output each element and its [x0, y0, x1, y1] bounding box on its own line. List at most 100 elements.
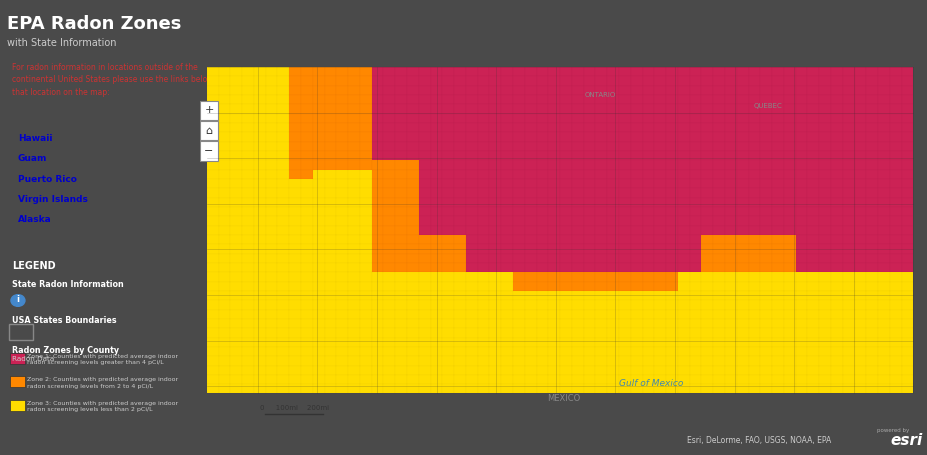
Bar	[489, 123, 501, 132]
Bar	[606, 291, 618, 300]
Bar	[736, 244, 748, 253]
Bar	[501, 207, 513, 216]
Bar	[748, 319, 759, 328]
Bar	[536, 282, 548, 291]
Bar	[806, 197, 819, 207]
Bar	[889, 95, 901, 105]
Bar	[595, 95, 606, 105]
Bar	[453, 309, 465, 319]
Bar	[360, 263, 372, 272]
Bar	[713, 356, 724, 365]
Bar	[289, 226, 300, 235]
Bar	[618, 291, 630, 300]
Bar	[877, 161, 889, 170]
Bar	[525, 95, 536, 105]
Bar	[465, 338, 477, 347]
Bar	[254, 263, 265, 272]
Bar	[289, 272, 300, 282]
Bar	[560, 356, 571, 365]
Bar	[336, 347, 348, 356]
Bar	[866, 76, 877, 86]
Bar	[501, 67, 513, 76]
Bar	[477, 375, 489, 384]
Bar	[230, 291, 242, 300]
Bar	[736, 132, 748, 142]
Bar	[771, 338, 783, 347]
Bar	[277, 132, 289, 142]
Bar	[207, 142, 219, 151]
Bar	[219, 365, 230, 375]
Bar	[312, 282, 324, 291]
Bar	[548, 244, 560, 253]
Bar	[465, 253, 477, 263]
Bar	[289, 347, 300, 356]
Bar	[442, 300, 453, 309]
Bar	[265, 356, 277, 365]
Bar	[724, 170, 736, 179]
Bar	[713, 338, 724, 347]
Bar	[501, 356, 513, 365]
Bar	[383, 76, 395, 86]
Bar	[771, 179, 783, 188]
Bar	[254, 226, 265, 235]
Bar	[901, 328, 912, 338]
Bar	[830, 328, 842, 338]
Bar	[277, 253, 289, 263]
Bar	[606, 300, 618, 309]
Bar	[560, 67, 571, 76]
Bar	[525, 291, 536, 300]
Bar	[794, 123, 806, 132]
Bar	[713, 67, 724, 76]
Bar	[277, 282, 289, 291]
Bar	[548, 338, 560, 347]
Bar	[513, 123, 525, 132]
Bar	[794, 207, 806, 216]
Bar	[866, 319, 877, 328]
Bar	[630, 105, 641, 114]
Bar	[360, 188, 372, 197]
Bar	[736, 272, 748, 282]
Bar	[372, 179, 383, 188]
Bar	[407, 86, 418, 95]
Bar	[806, 272, 819, 282]
Bar	[383, 105, 395, 114]
Bar	[759, 207, 771, 216]
Bar	[560, 207, 571, 216]
Bar	[819, 253, 830, 263]
Bar	[866, 114, 877, 123]
Bar	[654, 123, 666, 132]
Text: Virgin Islands: Virgin Islands	[18, 195, 88, 204]
Bar	[289, 132, 300, 142]
Bar	[430, 76, 442, 86]
Bar	[525, 142, 536, 151]
Bar	[407, 76, 418, 86]
Bar	[724, 76, 736, 86]
Bar	[501, 76, 513, 86]
Bar	[242, 67, 254, 76]
Bar	[830, 365, 842, 375]
Bar	[641, 105, 654, 114]
Bar	[819, 300, 830, 309]
Bar	[407, 319, 418, 328]
Bar	[513, 216, 525, 226]
Bar	[877, 300, 889, 309]
Bar	[300, 253, 312, 263]
Bar	[806, 67, 819, 76]
Bar	[689, 151, 701, 161]
Bar	[842, 67, 854, 76]
Bar	[336, 375, 348, 384]
Bar	[300, 300, 312, 309]
Bar	[265, 347, 277, 356]
Bar	[830, 384, 842, 394]
Bar	[689, 132, 701, 142]
Bar	[513, 170, 525, 179]
Bar	[889, 347, 901, 356]
Bar	[748, 347, 759, 356]
Bar	[571, 114, 583, 123]
Bar	[407, 67, 418, 76]
Bar	[630, 76, 641, 86]
Bar	[289, 216, 300, 226]
Bar	[606, 142, 618, 151]
Bar	[571, 226, 583, 235]
Bar	[889, 170, 901, 179]
